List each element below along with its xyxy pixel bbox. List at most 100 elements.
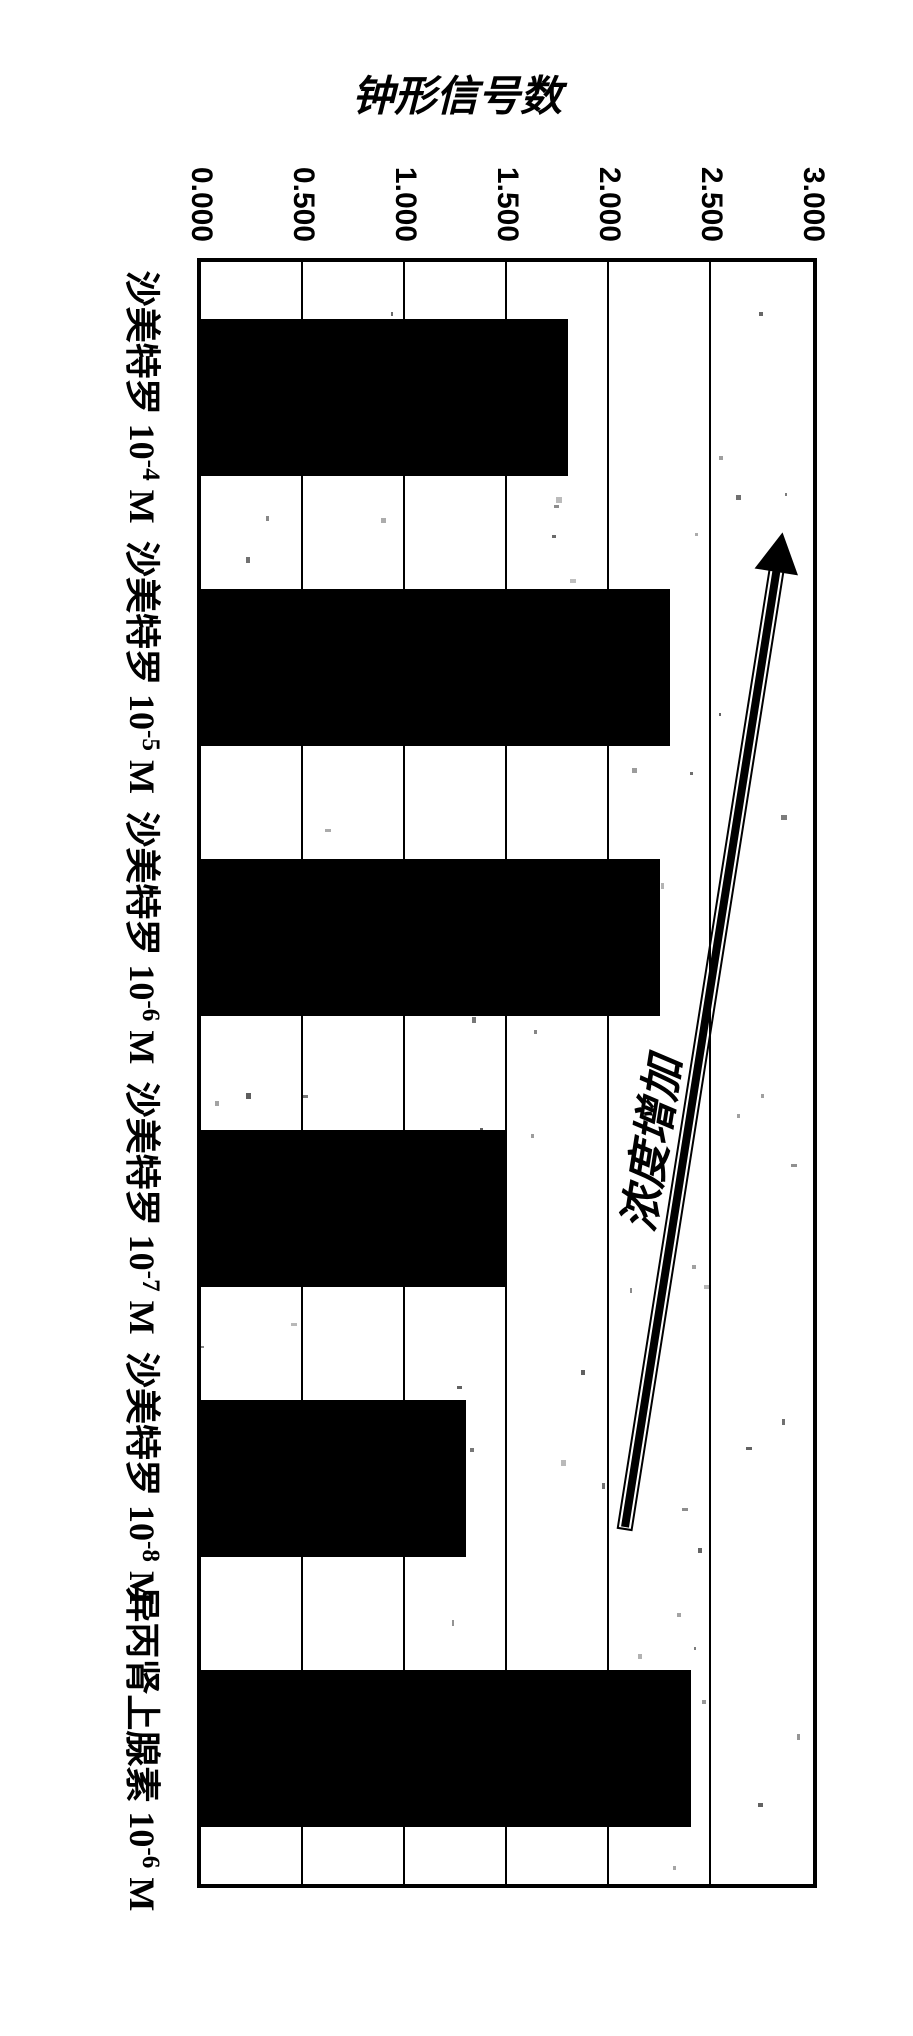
y-tick-label: 1.000 <box>388 167 422 262</box>
scan-noise <box>283 634 287 639</box>
scan-noise <box>759 312 763 317</box>
scan-noise <box>451 1620 454 1626</box>
scan-noise <box>258 1506 261 1509</box>
scan-noise <box>629 1288 631 1293</box>
scan-noise <box>594 1729 598 1732</box>
scan-noise <box>718 456 722 461</box>
scan-noise <box>631 768 636 774</box>
scan-noise <box>291 1323 297 1326</box>
scan-noise <box>791 1164 797 1167</box>
scan-noise <box>264 666 268 669</box>
scan-noise <box>259 999 264 1005</box>
scan-noise <box>306 1807 309 1813</box>
bar <box>201 319 568 476</box>
scan-noise <box>475 923 477 929</box>
scan-noise <box>693 1647 695 1650</box>
bar <box>201 1400 466 1557</box>
scan-noise <box>288 319 291 324</box>
scan-noise <box>515 654 519 657</box>
x-category-label: 沙美特罗 10-7 M <box>119 1082 171 1335</box>
scan-noise <box>551 535 555 538</box>
scan-noise <box>325 829 331 832</box>
scan-noise <box>638 1654 641 1659</box>
scan-noise <box>602 1483 605 1489</box>
scan-noise <box>600 604 604 608</box>
scan-noise <box>697 1548 702 1553</box>
gridline <box>709 262 711 1884</box>
scan-noise <box>372 739 375 741</box>
scan-noise <box>757 1803 762 1807</box>
scan-noise <box>200 1346 203 1348</box>
scan-noise <box>682 1508 688 1511</box>
x-category-label: 沙美特罗 10-8 M <box>119 1352 171 1605</box>
scan-noise <box>690 772 693 775</box>
x-category-label: 沙美特罗 10-5 M <box>119 541 171 794</box>
bar-chart: 钟形信号数 0.0000.5001.0001.5002.0002.5003.00… <box>67 118 847 1918</box>
scan-noise <box>553 505 558 507</box>
y-tick-label: 2.500 <box>694 167 728 262</box>
scan-noise <box>570 579 576 584</box>
scan-noise <box>796 1734 799 1740</box>
scan-noise <box>781 815 787 820</box>
scan-noise <box>571 607 575 610</box>
scan-noise <box>736 1114 739 1118</box>
bar <box>201 1130 507 1287</box>
scan-noise <box>207 1453 211 1458</box>
scan-noise <box>784 493 787 496</box>
scan-noise <box>265 516 269 521</box>
scan-noise <box>574 978 576 984</box>
bar <box>201 859 660 1016</box>
scan-noise <box>760 1094 764 1098</box>
scan-noise <box>576 880 579 882</box>
scan-noise <box>215 1101 218 1106</box>
scan-noise <box>345 1008 349 1010</box>
scan-noise <box>677 1613 681 1617</box>
scan-noise <box>469 1448 473 1452</box>
scan-noise <box>480 1128 483 1132</box>
scan-noise <box>782 1419 784 1425</box>
scan-noise <box>540 330 542 333</box>
scan-noise <box>692 1265 696 1269</box>
scan-noise <box>530 1134 534 1139</box>
scan-noise <box>457 1386 461 1390</box>
y-tick-label: 2.000 <box>592 167 626 262</box>
scan-noise <box>349 339 353 342</box>
x-category-label: 异丙肾上腺素 10-6 M <box>119 1586 171 1911</box>
scan-noise <box>250 329 253 333</box>
x-category-label: 沙美特罗 10-4 M <box>119 271 171 524</box>
scan-noise <box>704 1285 709 1289</box>
scan-noise <box>560 1460 566 1466</box>
gridline <box>403 262 405 1884</box>
scan-noise <box>580 1370 584 1375</box>
y-tick-label: 0.000 <box>184 167 218 262</box>
scan-noise <box>380 518 385 523</box>
bar <box>201 1670 691 1827</box>
x-category-label: 沙美特罗 10-6 M <box>119 811 171 1064</box>
y-tick-label: 0.500 <box>286 167 320 262</box>
scan-noise <box>534 1030 537 1034</box>
scan-noise <box>394 1734 398 1738</box>
scan-noise <box>390 312 392 316</box>
plot-area: 0.0000.5001.0001.5002.0002.5003.000沙美特罗 … <box>197 258 817 1888</box>
rotated-chart: 钟形信号数 0.0000.5001.0001.5002.0002.5003.00… <box>67 118 847 1918</box>
scan-noise <box>472 1017 476 1023</box>
scan-noise <box>535 699 539 704</box>
chart-wrapper: 钟形信号数 0.0000.5001.0001.5002.0002.5003.00… <box>0 0 913 2036</box>
y-axis-title: 钟形信号数 <box>351 63 561 124</box>
scan-noise <box>302 1095 307 1098</box>
bar <box>201 589 670 746</box>
scan-noise <box>245 557 249 562</box>
scan-noise <box>245 1093 250 1099</box>
scan-noise <box>613 716 618 721</box>
scan-noise <box>702 1700 706 1704</box>
scan-noise <box>505 1805 508 1809</box>
scan-noise <box>417 1175 420 1178</box>
scan-noise <box>488 328 492 333</box>
y-tick-label: 1.500 <box>490 167 524 262</box>
scan-noise <box>746 1447 752 1449</box>
y-tick-label: 3.000 <box>796 167 830 262</box>
scan-noise <box>555 497 561 502</box>
scan-noise <box>362 1485 366 1489</box>
scan-noise <box>351 695 357 699</box>
scan-noise <box>603 1783 606 1787</box>
